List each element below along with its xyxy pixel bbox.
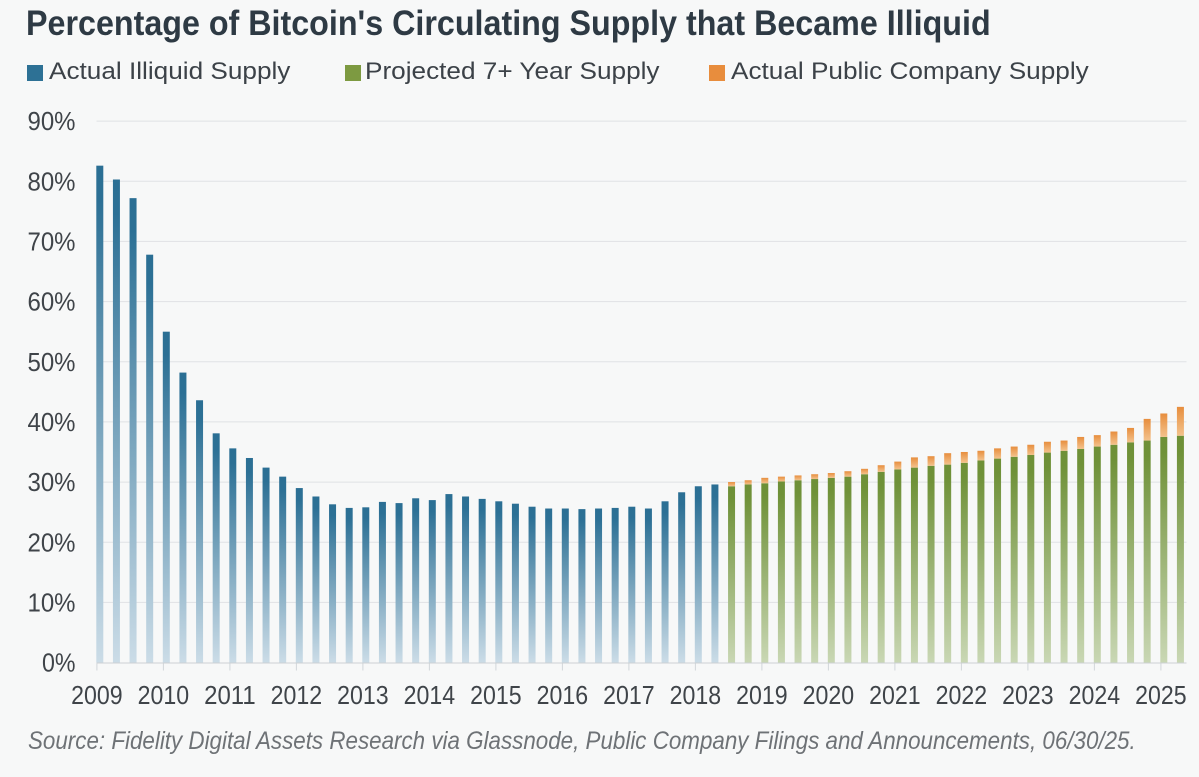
svg-text:60%: 60%: [28, 287, 76, 317]
svg-text:2021: 2021: [869, 680, 921, 710]
svg-text:2018: 2018: [670, 680, 722, 710]
svg-text:2016: 2016: [537, 680, 589, 710]
svg-text:2014: 2014: [404, 680, 456, 710]
svg-text:10%: 10%: [28, 588, 76, 618]
svg-text:2017: 2017: [603, 680, 655, 710]
svg-text:2024: 2024: [1069, 680, 1121, 710]
svg-text:2025: 2025: [1135, 680, 1187, 710]
svg-text:2009: 2009: [71, 680, 123, 710]
svg-text:0%: 0%: [42, 648, 76, 678]
svg-text:2020: 2020: [803, 680, 855, 710]
svg-text:2010: 2010: [138, 680, 190, 710]
svg-text:70%: 70%: [28, 227, 76, 257]
svg-text:80%: 80%: [28, 166, 76, 196]
svg-text:2019: 2019: [736, 680, 788, 710]
svg-text:20%: 20%: [28, 527, 76, 557]
svg-text:2023: 2023: [1002, 680, 1054, 710]
svg-text:2013: 2013: [337, 680, 389, 710]
svg-text:90%: 90%: [28, 106, 76, 136]
svg-text:40%: 40%: [28, 407, 76, 437]
svg-text:2022: 2022: [936, 680, 988, 710]
svg-text:2015: 2015: [470, 680, 522, 710]
svg-text:2012: 2012: [271, 680, 323, 710]
svg-text:30%: 30%: [28, 467, 76, 497]
svg-text:2011: 2011: [204, 680, 256, 710]
svg-text:50%: 50%: [28, 347, 76, 377]
